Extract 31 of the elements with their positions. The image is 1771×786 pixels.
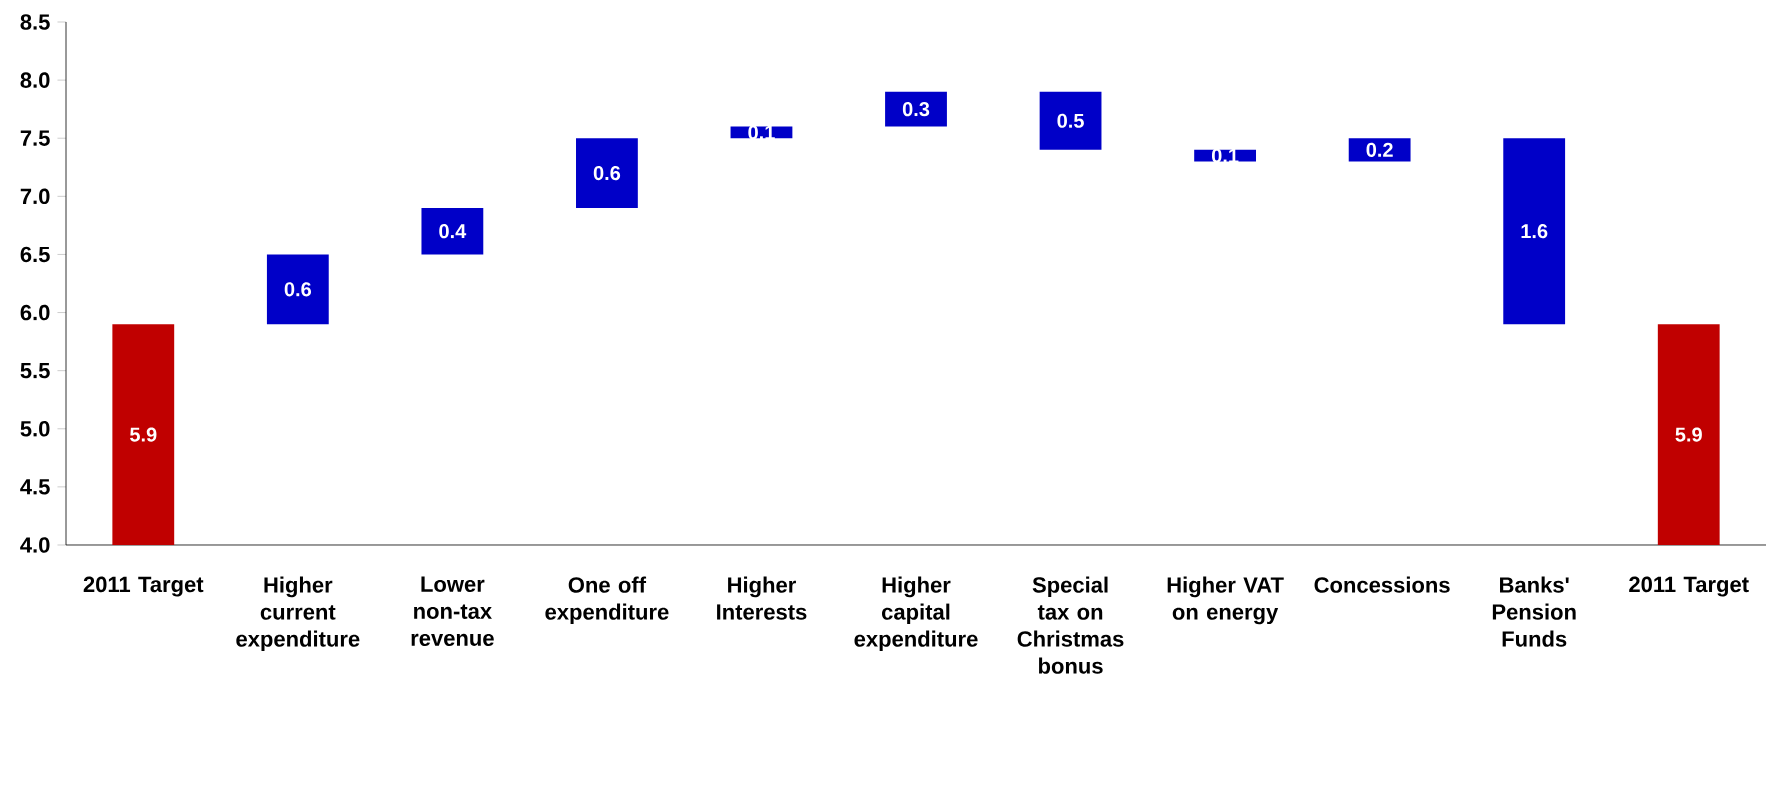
data-label: 0.5 [1057,113,1084,128]
x-tick-label: Higher VAT on energy [1167,576,1284,625]
y-tick-label: 4.5 [20,479,50,495]
x-tick-label: Banks' Pension Funds [1492,576,1576,647]
y-tick-label: 6.5 [20,246,50,263]
data-label: 0.6 [593,166,621,181]
x-tick-label: Higher capital expenditure [854,576,978,652]
y-tick-label: 5.5 [20,363,50,379]
data-label: 1.6 [1521,224,1548,239]
x-tick-label: Concessions [1314,576,1450,593]
data-label: 5.9 [1675,427,1702,442]
data-label: 5.9 [130,427,157,442]
y-tick-label: 8.5 [20,14,50,30]
y-tick-label: 7.5 [20,130,50,146]
x-tick-label: Special tax on Christmas bonus [1017,576,1124,674]
y-tick-label: 8.0 [20,72,50,88]
x-tick-label: 2011 Target [1629,576,1749,597]
x-tick-label: 2011 Target [83,576,204,597]
x-tick-label: Higher current expenditure [236,576,360,652]
y-tick-label: 4.0 [20,537,50,553]
data-label: 0.6 [284,282,312,297]
y-tick-label: 5.0 [20,421,50,437]
x-tick-label: Lower non-tax revenue [411,576,494,646]
data-label: 0.1 [748,125,775,140]
x-tick-label: Higher Interests [717,576,807,620]
y-tick-label: 7.0 [20,188,50,205]
y-tick-label: 6.0 [20,304,50,321]
data-label: 0.2 [1366,142,1393,157]
x-tick-label: One off expenditure [545,576,669,625]
data-label: 0.3 [902,102,930,117]
data-label: 0.4 [439,224,467,239]
